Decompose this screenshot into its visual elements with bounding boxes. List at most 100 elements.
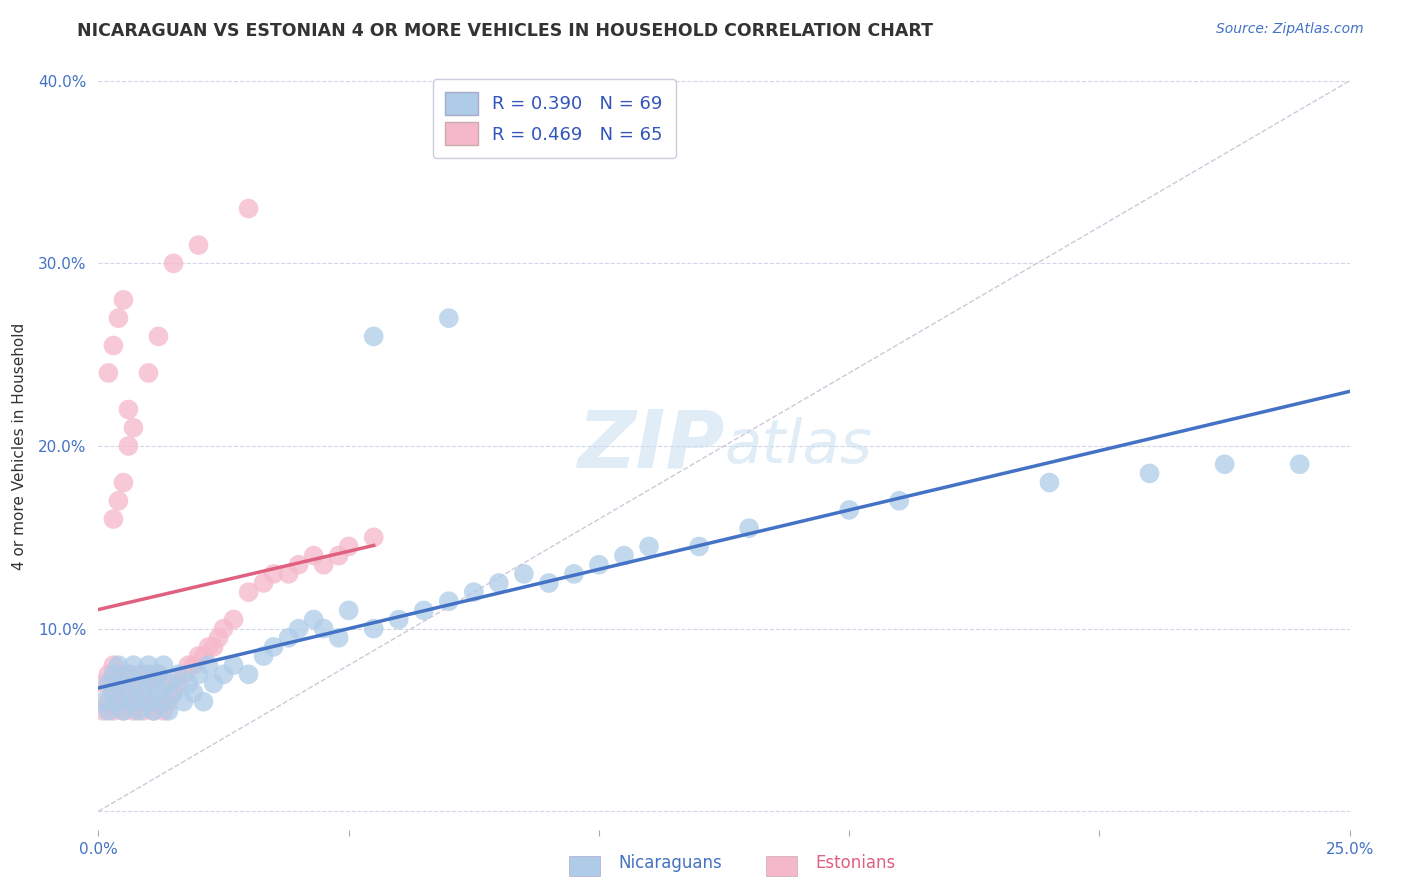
- Point: [312, 622, 335, 636]
- Point: [93, 676, 115, 690]
- Point: [738, 521, 761, 535]
- Text: Source: ZipAtlas.com: Source: ZipAtlas.com: [1216, 22, 1364, 37]
- Point: [112, 475, 135, 490]
- Point: [132, 676, 155, 690]
- Point: [167, 667, 190, 681]
- Point: [148, 667, 170, 681]
- Point: [337, 540, 360, 554]
- Point: [173, 667, 195, 681]
- Point: [103, 338, 125, 352]
- Point: [588, 558, 610, 572]
- Point: [117, 685, 139, 699]
- Point: [173, 695, 195, 709]
- Point: [187, 648, 209, 663]
- Point: [157, 695, 180, 709]
- Point: [138, 366, 160, 380]
- Point: [142, 704, 165, 718]
- Point: [463, 585, 485, 599]
- Point: [157, 704, 180, 718]
- Point: [157, 676, 180, 690]
- Point: [312, 558, 335, 572]
- Point: [238, 667, 260, 681]
- Point: [437, 594, 460, 608]
- Point: [183, 658, 205, 673]
- Point: [117, 667, 139, 681]
- Point: [148, 685, 170, 699]
- Point: [138, 658, 160, 673]
- Point: [132, 704, 155, 718]
- Point: [112, 676, 135, 690]
- Point: [302, 549, 325, 563]
- Point: [107, 695, 129, 709]
- Point: [287, 622, 309, 636]
- Point: [97, 695, 120, 709]
- Point: [197, 640, 219, 654]
- Point: [613, 549, 636, 563]
- Point: [638, 540, 661, 554]
- Point: [112, 704, 135, 718]
- Point: [142, 676, 165, 690]
- Point: [152, 658, 174, 673]
- Point: [112, 676, 135, 690]
- Point: [117, 667, 139, 681]
- Point: [222, 613, 245, 627]
- Point: [162, 685, 184, 699]
- Point: [112, 293, 135, 307]
- Point: [97, 667, 120, 681]
- Point: [132, 685, 155, 699]
- Point: [103, 667, 125, 681]
- Point: [127, 695, 149, 709]
- Point: [688, 540, 710, 554]
- Point: [337, 603, 360, 617]
- Point: [388, 613, 411, 627]
- Point: [152, 695, 174, 709]
- Point: [127, 704, 149, 718]
- Point: [167, 676, 190, 690]
- Text: atlas: atlas: [724, 417, 872, 475]
- Point: [177, 658, 200, 673]
- Point: [122, 695, 145, 709]
- Point: [212, 667, 235, 681]
- Point: [103, 685, 125, 699]
- Point: [138, 695, 160, 709]
- Point: [107, 695, 129, 709]
- Point: [117, 439, 139, 453]
- Point: [437, 311, 460, 326]
- Point: [142, 676, 165, 690]
- Point: [138, 695, 160, 709]
- Y-axis label: 4 or more Vehicles in Household: 4 or more Vehicles in Household: [13, 322, 27, 570]
- Point: [277, 566, 299, 581]
- Point: [97, 366, 120, 380]
- Point: [277, 631, 299, 645]
- Point: [412, 603, 434, 617]
- Point: [562, 566, 585, 581]
- Point: [103, 704, 125, 718]
- Text: ZIP: ZIP: [576, 407, 724, 485]
- Point: [107, 493, 129, 508]
- Text: Nicaraguans: Nicaraguans: [619, 855, 723, 872]
- Point: [93, 695, 115, 709]
- Point: [889, 493, 911, 508]
- Point: [148, 329, 170, 343]
- Point: [187, 667, 209, 681]
- Point: [287, 558, 309, 572]
- Point: [93, 704, 115, 718]
- Point: [107, 667, 129, 681]
- Point: [117, 402, 139, 417]
- Point: [212, 622, 235, 636]
- Point: [513, 566, 536, 581]
- Point: [127, 667, 149, 681]
- Point: [488, 576, 510, 591]
- Point: [537, 576, 560, 591]
- Point: [122, 658, 145, 673]
- Text: NICARAGUAN VS ESTONIAN 4 OR MORE VEHICLES IN HOUSEHOLD CORRELATION CHART: NICARAGUAN VS ESTONIAN 4 OR MORE VEHICLE…: [77, 22, 934, 40]
- Point: [152, 676, 174, 690]
- Point: [142, 704, 165, 718]
- Point: [148, 667, 170, 681]
- Point: [112, 704, 135, 718]
- Point: [138, 667, 160, 681]
- Point: [193, 648, 215, 663]
- Point: [363, 329, 385, 343]
- Point: [107, 311, 129, 326]
- Point: [122, 421, 145, 435]
